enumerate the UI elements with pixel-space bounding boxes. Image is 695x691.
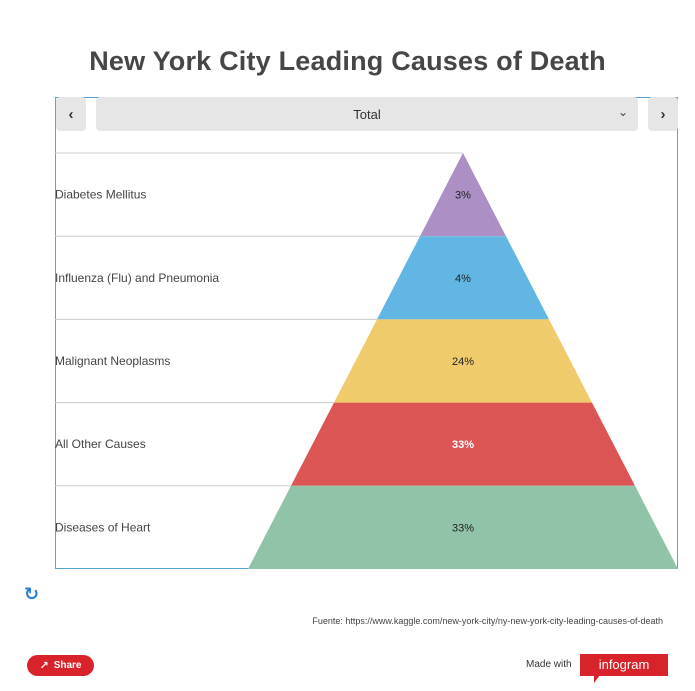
value-label: 24% bbox=[452, 356, 474, 368]
value-label: 4% bbox=[455, 273, 471, 285]
value-label: 33% bbox=[452, 439, 474, 451]
chevron-right-icon: › bbox=[660, 105, 666, 123]
category-label: Malignant Neoplasms bbox=[55, 354, 170, 368]
pyramid-segment[interactable] bbox=[248, 485, 678, 569]
dropdown-value: Total bbox=[353, 107, 381, 122]
made-with-text: Made with bbox=[526, 659, 572, 670]
prev-button[interactable]: ‹ bbox=[56, 97, 86, 131]
category-dropdown[interactable]: Total ⌄ bbox=[96, 97, 638, 131]
share-icon: ↗ bbox=[39, 660, 49, 672]
chevron-down-icon: ⌄ bbox=[617, 105, 628, 119]
pyramid-segment[interactable] bbox=[377, 236, 549, 320]
value-label: 3% bbox=[455, 190, 471, 202]
category-label: Diabetes Mellitus bbox=[55, 188, 146, 202]
pyramid-segment[interactable] bbox=[334, 319, 592, 403]
category-label: Diseases of Heart bbox=[55, 520, 151, 534]
refresh-icon[interactable]: ↻ bbox=[24, 584, 40, 604]
value-label: 33% bbox=[452, 522, 474, 534]
pyramid-segment[interactable] bbox=[291, 402, 635, 486]
source-note: Fuente: https://www.kaggle.com/new-york-… bbox=[312, 616, 663, 626]
next-button[interactable]: › bbox=[648, 97, 678, 131]
share-label: Share bbox=[53, 660, 82, 671]
infogram-logo[interactable]: infogram bbox=[580, 654, 668, 676]
pyramid-segment[interactable] bbox=[420, 153, 506, 237]
logo-tail bbox=[594, 675, 600, 683]
chevron-left-icon: ‹ bbox=[68, 105, 74, 123]
chart-title: New York City Leading Causes of Death bbox=[89, 46, 606, 76]
share-button[interactable]: ↗ Share bbox=[27, 655, 94, 676]
category-label: All Other Causes bbox=[55, 437, 146, 451]
category-label: Influenza (Flu) and Pneumonia bbox=[55, 271, 219, 285]
